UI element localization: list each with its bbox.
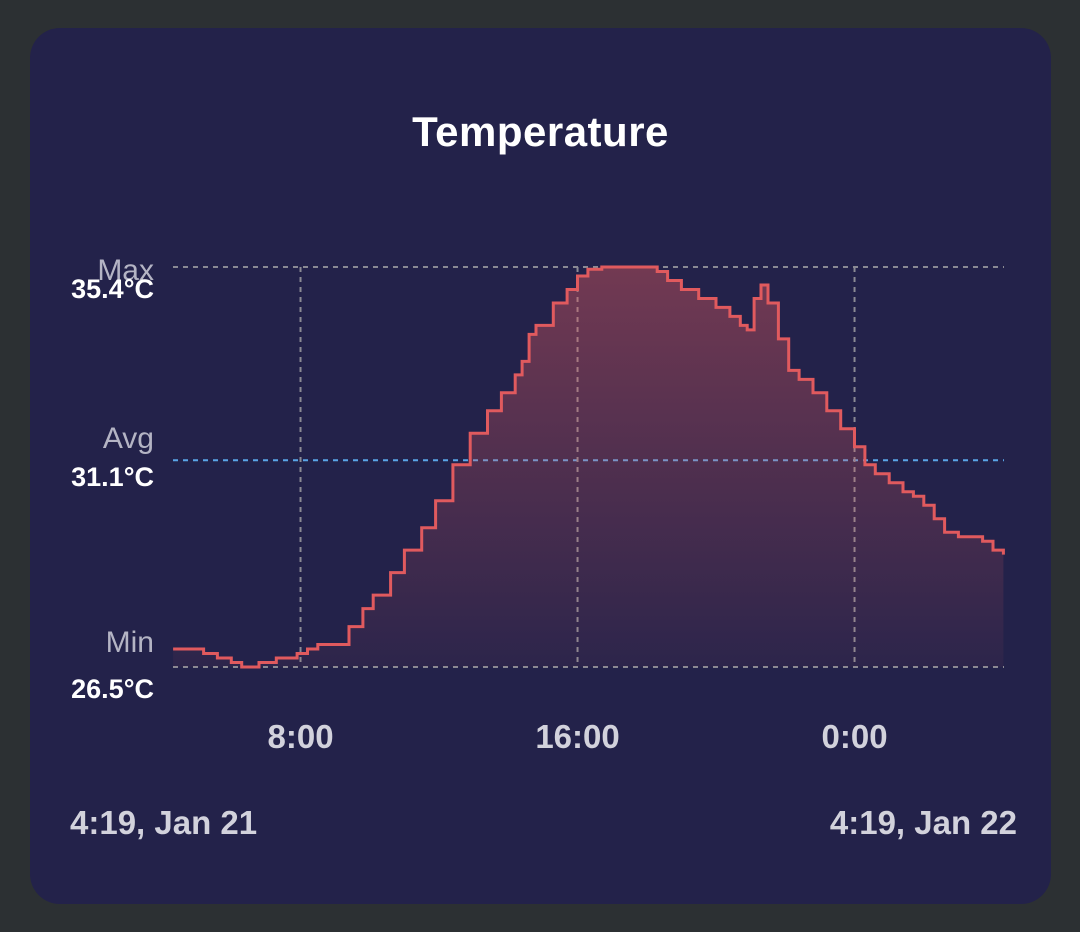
min-value: 26.5°C xyxy=(71,674,154,704)
temperature-series-line xyxy=(173,265,1005,669)
range-end-label: 4:19, Jan 22 xyxy=(829,804,1017,841)
range-start-label: 4:19, Jan 21 xyxy=(70,804,258,841)
max-label: Max xyxy=(97,254,154,287)
avg-label: Avg xyxy=(102,422,154,455)
x-tick-label: 0:00 xyxy=(821,718,888,755)
min-label: Min xyxy=(105,626,154,659)
max-value: 35.4°C xyxy=(71,274,154,304)
temperature-area xyxy=(173,267,1004,667)
avg-value: 31.1°C xyxy=(71,462,154,492)
x-tick-label: 8:00 xyxy=(267,718,334,755)
chart-title: Temperature xyxy=(412,108,669,155)
temperature-card: Temperature Max 35.4°C Avg 31.1°C Min 26… xyxy=(30,28,1051,904)
temperature-plot xyxy=(173,265,1005,669)
x-tick-label: 16:00 xyxy=(535,718,620,755)
